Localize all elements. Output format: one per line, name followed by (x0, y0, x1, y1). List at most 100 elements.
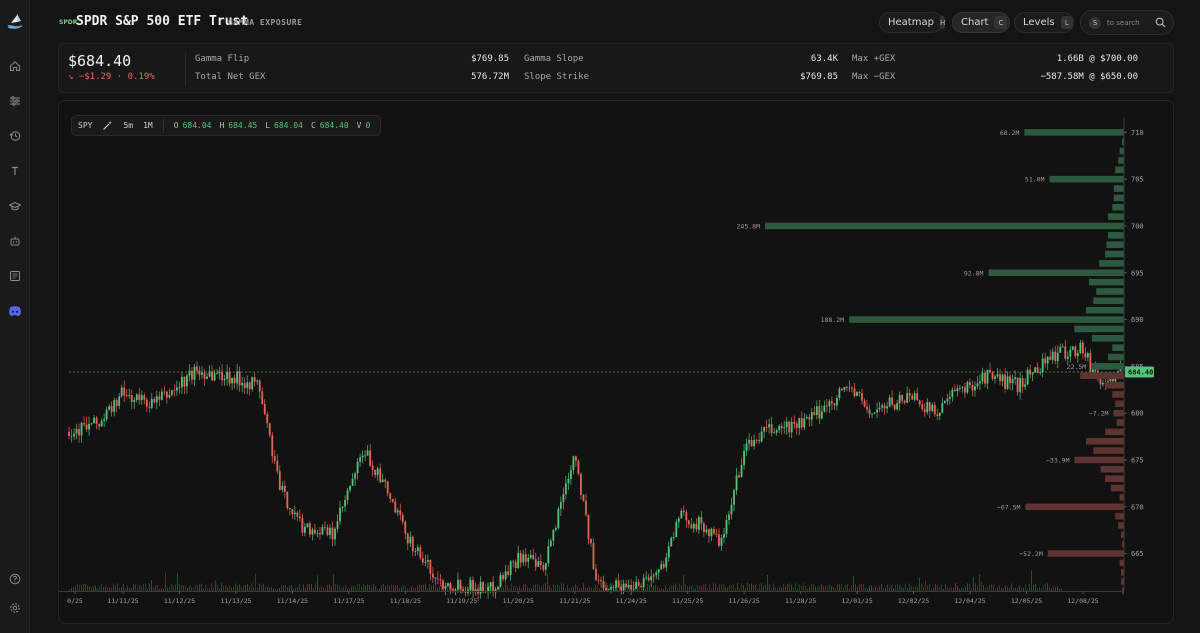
candle (590, 539, 592, 544)
volume-bar (763, 585, 764, 591)
volume-bar (709, 584, 710, 591)
newspaper-icon[interactable] (6, 267, 24, 285)
volume-bar (441, 584, 442, 591)
volume-bar (785, 586, 786, 591)
candle (68, 431, 70, 436)
x-tick-label: 11/17/25 (333, 597, 364, 605)
graduation-icon[interactable] (6, 197, 24, 215)
candle (268, 423, 271, 436)
volume-bar (1019, 585, 1020, 591)
candle (552, 530, 555, 541)
chart-panel[interactable]: 68.2M 51.0M 245.8M 92.8M 188.2M 22.5M −7.2M −33… (58, 100, 1174, 624)
volume-bar (357, 584, 358, 591)
candle (911, 395, 914, 400)
candle (1071, 346, 1074, 350)
volume-bar (339, 585, 340, 591)
range-selector[interactable]: 1M (143, 121, 153, 130)
volume-bar (639, 586, 640, 591)
history-icon[interactable] (6, 127, 24, 145)
symbol-selector[interactable]: SPY (78, 121, 93, 130)
candle (682, 510, 685, 513)
interval-selector[interactable]: 5m (123, 121, 134, 130)
x-tick-label: 11/19/25 (446, 597, 477, 605)
volume-bar (161, 588, 162, 591)
volume-bar (937, 585, 938, 591)
text-icon[interactable] (6, 162, 24, 180)
candle (316, 533, 319, 534)
stat-value: 1.66B @ $700.00 (1056, 54, 1138, 64)
volume-bar (451, 587, 452, 591)
candle (1049, 356, 1052, 360)
candle (878, 407, 881, 410)
magic-wand-icon[interactable] (102, 120, 113, 131)
candle (647, 577, 650, 581)
discord-icon[interactable] (6, 302, 24, 320)
settings-icon[interactable] (6, 599, 24, 617)
volume-bar (563, 583, 564, 591)
app-logo[interactable] (5, 10, 25, 32)
volume-bar (399, 588, 400, 591)
volume-bar (777, 588, 778, 591)
candle (758, 439, 761, 442)
home-icon[interactable] (6, 57, 24, 75)
heatmap-button[interactable]: Heatmap H (879, 12, 946, 33)
volume-bar (145, 583, 146, 591)
gex-bar-label: 22.5M (1067, 363, 1087, 371)
candle (135, 394, 138, 401)
candle (70, 435, 73, 437)
gex-profile: 68.2M 51.0M 245.8M 92.8M 188.2M 22.5M −7.2M −33… (737, 129, 1124, 595)
candle (562, 494, 565, 503)
gex-bar (1116, 419, 1124, 426)
volume-bar (431, 585, 432, 591)
candle (253, 377, 256, 382)
volume-bar (173, 585, 174, 591)
search-input[interactable]: S to search (1080, 10, 1174, 35)
help-icon[interactable] (6, 570, 24, 588)
volume-bar (333, 574, 334, 591)
volume-bar (783, 583, 784, 591)
volume-bar (123, 583, 124, 591)
candle (697, 516, 700, 530)
candle (336, 521, 339, 529)
volume-bar (715, 583, 716, 591)
gex-chart[interactable]: 68.2M 51.0M 245.8M 92.8M 188.2M 22.5M −7.2M −33… (59, 101, 1174, 624)
candle (492, 582, 495, 593)
chart-button[interactable]: Chart C (952, 12, 1010, 33)
candle (818, 406, 821, 419)
volume-bar (625, 585, 626, 591)
volume-bar (315, 583, 316, 591)
candle (145, 399, 148, 407)
volume-bar (551, 587, 552, 591)
sliders-icon[interactable] (6, 92, 24, 110)
volume-bar (849, 588, 850, 591)
volume-bar (703, 584, 704, 591)
candle (409, 536, 412, 544)
candle (479, 582, 482, 594)
volume-bar (257, 587, 258, 591)
candle (1026, 369, 1029, 385)
search-icon[interactable] (1155, 17, 1166, 28)
candle (469, 579, 472, 590)
gex-bar-label: −33.9M (1046, 456, 1070, 464)
candle (933, 404, 936, 415)
volume-bar (1009, 588, 1010, 591)
volume-bar (403, 585, 404, 591)
candle (1021, 378, 1024, 387)
levels-button[interactable]: Levels L (1014, 12, 1074, 33)
candle (617, 580, 620, 587)
volume-bar (487, 582, 488, 591)
volume-bar (365, 586, 366, 591)
bot-icon[interactable] (6, 232, 24, 250)
candle (908, 393, 911, 396)
volume-bar (393, 585, 394, 591)
volume-bar (947, 586, 948, 591)
volume-bar (911, 586, 912, 591)
volume-bar (119, 587, 120, 591)
volume-bar (687, 585, 688, 591)
candle (1086, 353, 1089, 358)
x-tick-label: 12/01/25 (841, 597, 872, 605)
candle (898, 394, 901, 404)
volume-bar (417, 585, 418, 591)
volume-bar (847, 584, 848, 591)
volume-bar (387, 584, 388, 591)
